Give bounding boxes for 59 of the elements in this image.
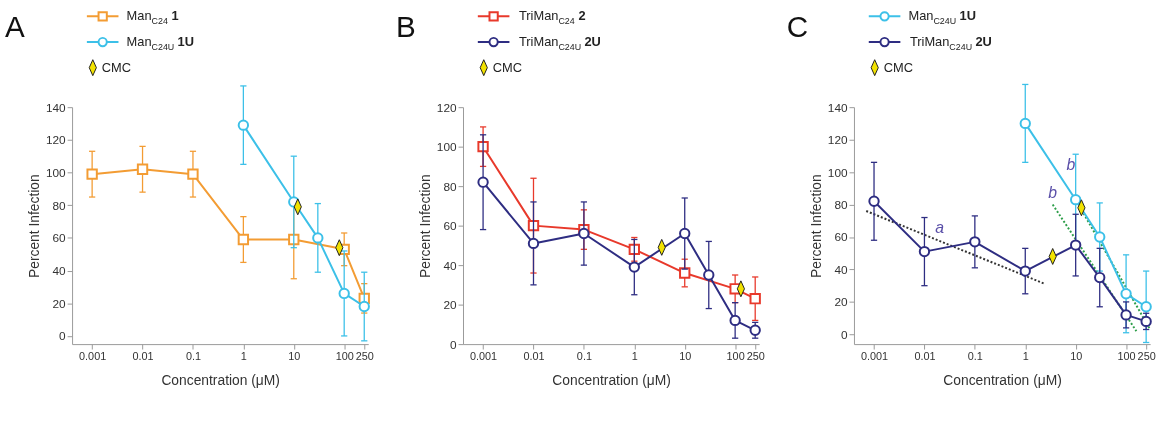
x-tick-label: 100 [335,350,354,363]
x-axis-title: Concentration (μM) [943,372,1062,389]
y-tick-label: 40 [52,264,67,279]
y-tick-label: 140 [45,100,67,115]
x-tick-label: 0.001 [79,350,107,363]
y-tick-label: 0 [840,327,848,342]
x-tick-label: 0.01 [914,350,936,363]
x-tick-label: 0.01 [132,350,154,363]
y-tick-label: 100 [45,165,67,180]
x-axis-title: Concentration (μM) [161,372,280,389]
y-tick-label: 20 [443,298,458,313]
x-tick-label: 1 [240,350,247,363]
x-tick-label: 250 [355,350,374,363]
x-tick-label: 250 [746,350,765,363]
y-axis-title: Percent Infection [416,174,433,278]
chart-title: A [4,10,25,44]
y-tick-label: 40 [834,262,848,277]
y-tick-label: 120 [45,133,67,148]
y-tick-label: 0 [450,337,458,352]
legend-label: CMC [101,59,132,75]
chart-title: B [395,10,416,44]
y-tick-label: 80 [443,179,458,194]
x-tick-label: 100 [1117,350,1136,363]
annotation: b [1048,183,1058,201]
y-tick-label: 60 [443,219,458,234]
x-tick-label: 0.001 [860,350,889,363]
legend-label: CMC [492,59,522,75]
y-tick-label: 60 [52,231,67,246]
y-tick-label: 20 [52,296,67,311]
x-tick-label: 10 [679,350,692,363]
chart-title: C [786,10,809,44]
x-tick-label: 1 [1022,350,1029,363]
y-tick-label: 100 [827,165,848,180]
x-tick-label: 0.01 [523,350,545,363]
x-tick-label: 0.1 [967,350,983,363]
y-tick-label: 0 [59,329,67,344]
y-tick-label: 60 [834,230,848,245]
y-tick-label: 100 [436,140,458,155]
legend-label: CMC [883,59,913,75]
y-tick-label: 80 [834,197,848,212]
x-tick-label: 10 [1070,350,1083,363]
annotation: b [1066,156,1076,174]
x-tick-label: 10 [288,350,301,363]
x-tick-label: 0.1 [576,350,592,363]
y-tick-label: 120 [827,133,848,148]
x-tick-label: 0.001 [470,350,498,363]
y-tick-label: 20 [834,295,848,310]
x-tick-label: 100 [726,350,745,363]
y-tick-label: 80 [52,198,67,213]
x-tick-label: 1 [631,350,638,363]
annotation: a [935,219,945,237]
x-tick-label: 250 [1137,350,1156,363]
y-tick-label: 120 [436,100,458,115]
y-axis-title: Percent Infection [807,174,824,278]
y-axis-title: Percent Infection [25,174,42,278]
x-tick-label: 0.1 [185,350,201,363]
y-tick-label: 40 [443,258,458,273]
y-tick-label: 140 [827,100,848,115]
x-axis-title: Concentration (μM) [552,372,671,389]
